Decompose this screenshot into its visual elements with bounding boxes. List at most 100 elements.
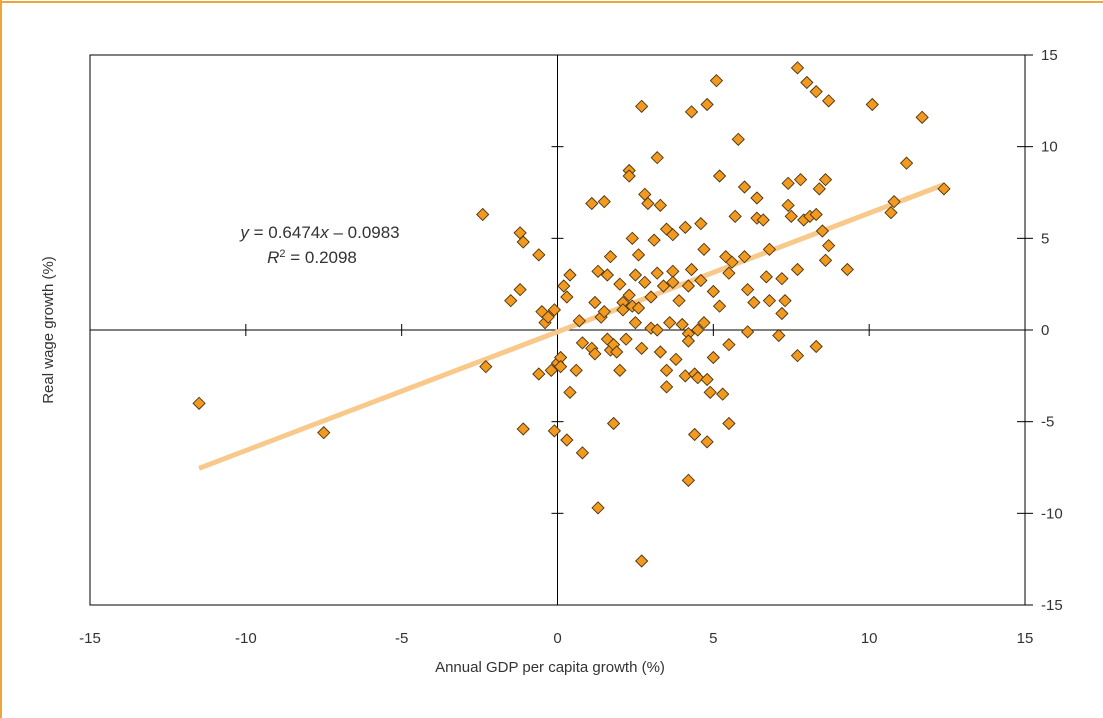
data-point (541, 310, 555, 324)
data-point (569, 363, 583, 377)
data-point (793, 173, 808, 187)
data-point (613, 363, 627, 377)
data-point (516, 422, 530, 436)
data-point (722, 416, 736, 431)
data-point (591, 501, 605, 515)
data-point (563, 385, 577, 399)
data-point (659, 363, 674, 377)
data-point (563, 268, 577, 282)
x-tick-label: 15 (1017, 630, 1034, 647)
data-point (740, 325, 755, 339)
data-point (775, 272, 789, 286)
data-point (818, 173, 833, 187)
data-point (694, 273, 708, 288)
data-point (781, 198, 795, 212)
data-point (603, 250, 618, 264)
data-point (544, 363, 558, 377)
data-point (712, 169, 727, 183)
data-point (815, 224, 830, 238)
data-point (575, 336, 590, 350)
data-point (709, 74, 724, 88)
data-point (669, 352, 683, 366)
x-tick-label: 10 (861, 630, 878, 647)
data-point (725, 255, 739, 269)
data-point (681, 334, 696, 348)
tick-marks (245, 54, 1033, 606)
data-point (865, 97, 879, 112)
data-point (650, 266, 664, 280)
x-tick-label: 5 (709, 630, 717, 647)
data-point (697, 316, 711, 330)
data-point (666, 275, 680, 289)
data-point (700, 372, 714, 387)
data-point (687, 427, 702, 442)
data-point (722, 338, 736, 352)
x-tick-label: -5 (395, 630, 408, 647)
data-point (588, 295, 602, 310)
data-point (663, 316, 677, 330)
y-tick-label: -10 (1041, 505, 1063, 522)
data-point (703, 385, 717, 399)
r-squared-label: R2 = 0.2098 (267, 248, 357, 267)
data-point (597, 195, 611, 209)
data-point (691, 371, 705, 385)
data-point (722, 266, 736, 280)
data-point (700, 97, 714, 112)
data-points (192, 61, 951, 568)
data-point (622, 288, 636, 302)
data-point (759, 270, 773, 284)
data-point (750, 191, 764, 205)
data-point (575, 446, 590, 460)
data-point (691, 323, 705, 337)
data-point (784, 209, 798, 223)
data-point (772, 328, 786, 343)
data-point (622, 169, 636, 183)
data-point (504, 294, 518, 308)
data-point (822, 94, 836, 108)
data-point (818, 253, 833, 267)
data-point (513, 283, 527, 297)
data-point (659, 380, 674, 394)
data-point (728, 209, 742, 223)
data-point (790, 61, 805, 75)
data-point (781, 176, 795, 190)
data-point (712, 299, 727, 313)
data-point (790, 349, 805, 363)
data-point (597, 305, 611, 319)
data-point (635, 99, 649, 113)
data-point (809, 207, 823, 222)
data-point (591, 264, 605, 278)
data-point (778, 294, 792, 308)
data-point (672, 294, 686, 308)
y-tick-labels: 15 10 5 0 -5 -10 -15 (1041, 47, 1063, 614)
data-point (192, 396, 206, 410)
data-point (684, 262, 699, 277)
data-point (600, 268, 615, 282)
trendline-equation: y = 0.6474x – 0.0983 (239, 223, 399, 242)
y-axis-title: Real wage growth (%) (40, 256, 57, 404)
data-point (479, 360, 493, 374)
data-point (740, 283, 755, 297)
data-point (532, 248, 546, 262)
data-point (681, 279, 696, 293)
x-tick-label: -10 (235, 630, 257, 647)
data-point (610, 345, 624, 359)
data-point (641, 196, 655, 211)
data-point (650, 151, 664, 165)
y-tick-label: 5 (1041, 230, 1049, 247)
x-tick-label: -15 (79, 630, 101, 647)
data-point (647, 233, 661, 247)
data-point (812, 182, 826, 196)
data-point (588, 347, 602, 361)
data-point (557, 279, 571, 293)
data-point (638, 275, 652, 289)
data-point (762, 242, 777, 256)
data-point (631, 248, 646, 262)
data-point (678, 369, 692, 383)
data-point (616, 303, 630, 317)
data-point (762, 294, 777, 308)
data-point (899, 156, 914, 170)
data-point (516, 235, 530, 249)
